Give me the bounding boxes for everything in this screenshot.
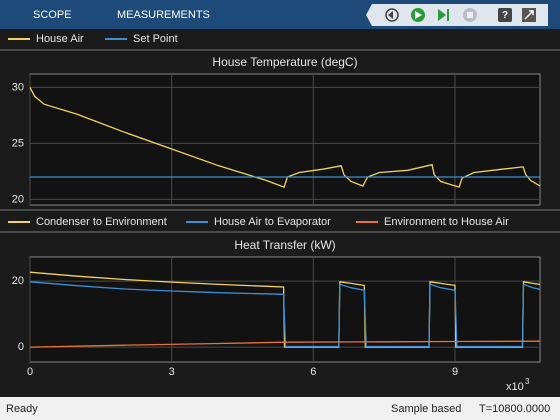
toolbar-controls — [366, 4, 548, 26]
status-text: Ready — [6, 403, 38, 415]
y-tick-label: 30 — [12, 81, 24, 93]
run-button[interactable] — [411, 8, 425, 22]
y-tick-label: 20 — [12, 193, 24, 205]
status-bar — [0, 397, 560, 420]
help-button[interactable]: ? — [498, 8, 512, 22]
tab-measurements[interactable]: MEASUREMENTS — [117, 9, 210, 21]
legend-label: Condenser to Environment — [36, 216, 167, 228]
x-exponent-base: x10 — [506, 381, 524, 393]
sample-mode: Sample based — [391, 403, 461, 415]
step-forward-button[interactable] — [438, 9, 449, 21]
x-exponent-power: 3 — [525, 377, 530, 386]
step-back-button[interactable] — [385, 8, 399, 22]
series-line — [29, 281, 541, 348]
legend-label: House Air to Evaporator — [214, 216, 331, 228]
undock-button[interactable] — [522, 8, 536, 22]
x-tick-label: 3 — [169, 366, 175, 378]
legend-label: Environment to House Air — [384, 216, 509, 228]
x-tick-label: 0 — [27, 366, 33, 378]
chart-title: House Temperature (degC) — [212, 55, 357, 69]
series-line — [29, 87, 541, 188]
chart-title: Heat Transfer (kW) — [234, 238, 335, 252]
legend-label: Set Point — [133, 33, 178, 45]
legend-label: House Air — [36, 33, 84, 45]
stop-button[interactable] — [463, 8, 477, 22]
svg-text:?: ? — [502, 10, 508, 21]
x-tick-label: 9 — [452, 366, 458, 378]
sim-time: T=10800.0000 — [479, 403, 550, 415]
tab-scope[interactable]: SCOPE — [33, 9, 72, 21]
series-line — [29, 340, 541, 348]
y-tick-label: 25 — [12, 137, 24, 149]
y-tick-label: 0 — [18, 341, 24, 353]
y-tick-label: 20 — [12, 275, 24, 287]
x-tick-label: 6 — [310, 366, 316, 378]
